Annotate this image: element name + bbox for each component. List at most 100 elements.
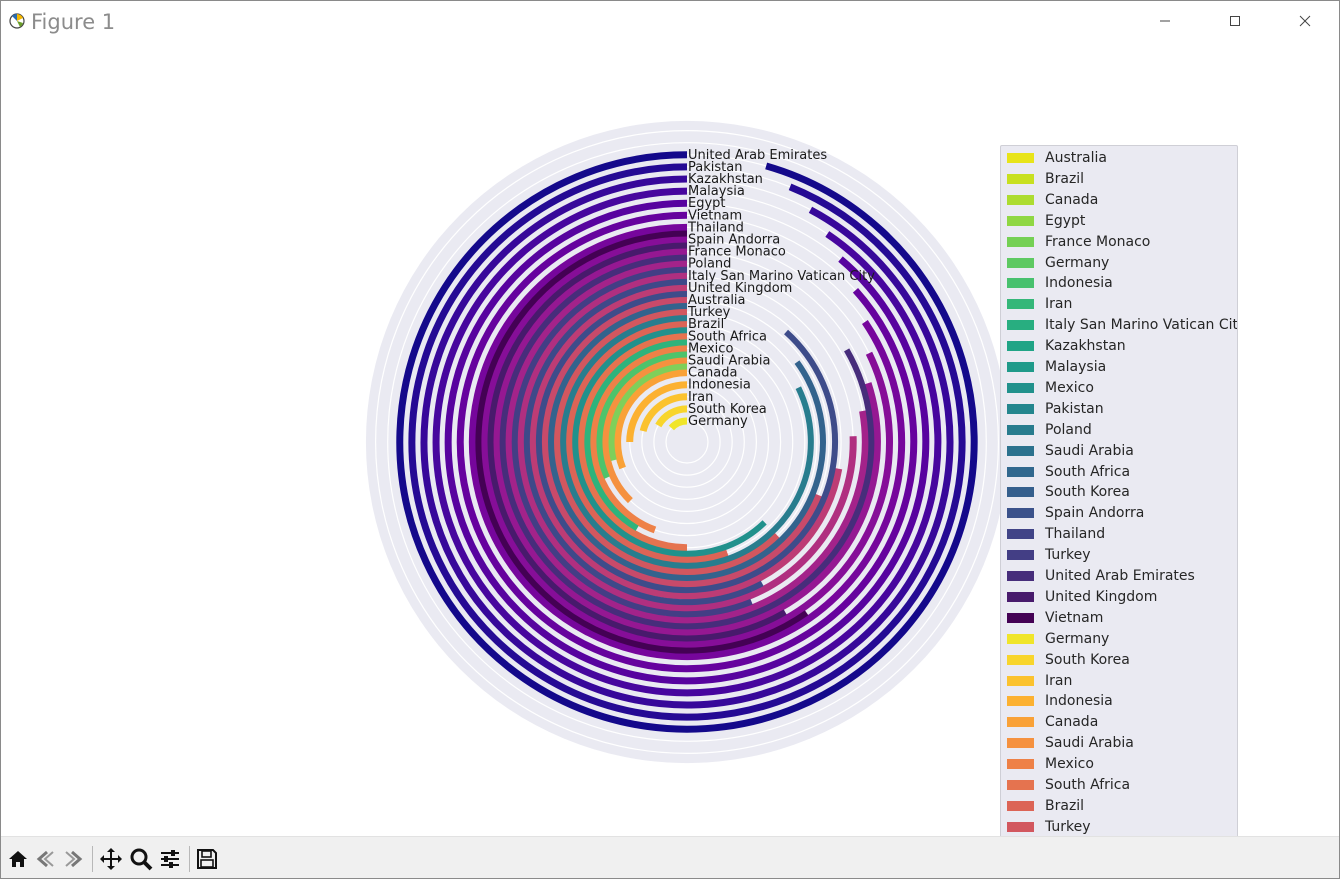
radial-bar <box>614 369 688 470</box>
bar-label: Germany <box>688 414 748 429</box>
legend-swatch <box>1007 341 1034 352</box>
legend-label: Saudi Arabia <box>1045 735 1134 752</box>
matplotlib-icon <box>9 13 25 29</box>
legend-swatch <box>1007 508 1034 519</box>
radial-bar <box>577 332 688 552</box>
radial-bar <box>420 175 954 709</box>
legend-item: Turkey <box>1001 545 1237 565</box>
close-button[interactable] <box>1282 1 1328 41</box>
bar-label: Italy San Marino Vatican City <box>688 269 875 284</box>
forward-button[interactable] <box>60 847 86 871</box>
bar-label: Turkey <box>687 305 731 320</box>
legend-label: Iran <box>1045 672 1073 689</box>
bar-label: South Korea <box>688 402 767 417</box>
legend-label: Malaysia <box>1045 359 1107 375</box>
radial-bar <box>481 236 893 648</box>
legend-item: Pakistan <box>1001 399 1237 419</box>
legend-label: France Monaco <box>1045 233 1151 250</box>
back-button[interactable] <box>33 847 59 871</box>
legend-label: Brazil <box>1045 170 1085 187</box>
radial-bar <box>444 199 930 685</box>
radial-bar-secondary <box>487 242 787 642</box>
legend-item: Spain Andorra <box>1001 503 1237 523</box>
bar-label: Pakistan <box>688 160 742 175</box>
home-icon <box>9 851 27 867</box>
bar-label: Malaysia <box>688 184 745 199</box>
bar-label: United Arab Emirates <box>688 148 827 163</box>
toolbar-separator <box>92 846 93 872</box>
legend-swatch <box>1007 173 1034 184</box>
legend-swatch <box>1007 550 1034 561</box>
legend-item: South Korea <box>1001 650 1237 670</box>
legend-item: Indonesia <box>1001 691 1237 711</box>
legend-label: United Kingdom <box>1045 588 1158 605</box>
legend-item: Poland <box>1001 420 1237 440</box>
maximize-icon <box>1230 16 1240 26</box>
radial-bar-secondary <box>560 315 814 569</box>
legend-item: Germany <box>1001 253 1237 273</box>
legend-item: Vietnam <box>1001 608 1237 628</box>
legend-label: Germany <box>1045 630 1110 647</box>
legend-label: Mexico <box>1045 756 1094 773</box>
radial-bar-secondary <box>548 303 826 581</box>
save-button[interactable] <box>194 847 220 871</box>
legend-swatch <box>1007 696 1034 707</box>
legend-item: Australia <box>1001 148 1237 168</box>
legend-label: Vietnam <box>1045 609 1104 626</box>
legend-swatch <box>1007 612 1034 623</box>
legend-swatch <box>1007 362 1034 372</box>
back-icon <box>36 850 54 868</box>
legend-item: Brazil <box>1001 169 1237 189</box>
legend-item: Iran <box>1001 294 1237 314</box>
legend-item: Canada <box>1001 190 1237 210</box>
home-button[interactable] <box>5 847 31 871</box>
radial-bar-secondary <box>596 351 688 479</box>
bar-label: United Kingdom <box>688 281 792 296</box>
radial-bar <box>565 320 729 564</box>
legend-swatch <box>1007 780 1034 790</box>
legend-swatch <box>1007 257 1034 268</box>
radial-bar <box>541 296 822 588</box>
radial-bar-secondary <box>608 363 688 461</box>
legend-item: Kazakhstan <box>1001 336 1237 356</box>
legend-item: France Monaco <box>1001 232 1237 252</box>
legend-item: South Africa <box>1001 462 1237 482</box>
legend-label: Canada <box>1045 191 1099 208</box>
zoom-button[interactable] <box>128 847 154 871</box>
pan-button[interactable] <box>98 847 124 871</box>
radial-bar-secondary <box>535 290 838 593</box>
legend-swatch <box>1007 800 1034 811</box>
maximize-button[interactable] <box>1212 1 1258 41</box>
legend-swatch <box>1007 738 1034 749</box>
legend-label: Australia <box>1045 150 1107 166</box>
bar-label: France Monaco <box>688 245 786 260</box>
radial-bar <box>432 187 942 697</box>
minimize-button[interactable] <box>1142 1 1188 41</box>
legend-label: Italy San Marino Vatican City <box>1045 317 1238 334</box>
bar-label: Brazil <box>688 317 724 332</box>
bar-label: Canada <box>688 366 737 381</box>
legend-label: South Korea <box>1045 484 1130 501</box>
bar-label: Spain Andorra <box>688 233 780 248</box>
legend-item: Germany <box>1001 629 1237 649</box>
radial-bar <box>456 211 918 673</box>
radial-bar <box>396 151 978 733</box>
title-bar: Figure 1 <box>1 1 1339 45</box>
radial-bar-secondary <box>511 266 753 618</box>
bar-label: Vietnam <box>688 208 742 223</box>
legend-swatch <box>1007 821 1034 832</box>
legend-swatch <box>1007 424 1034 435</box>
radial-bar <box>589 344 688 534</box>
legend-swatch <box>1007 654 1034 665</box>
legend-label: South Korea <box>1045 651 1130 668</box>
legend-label: Canada <box>1045 714 1099 731</box>
legend-swatch <box>1007 487 1034 498</box>
bar-label: South Africa <box>688 329 767 344</box>
legend-item: Thailand <box>1001 524 1237 544</box>
legend-item: United Kingdom <box>1001 587 1237 607</box>
configure-subplots-button[interactable] <box>157 847 183 871</box>
grid-ring <box>387 142 987 742</box>
legend: Australia Brazil Canada Egypt France Monaco G… <box>1000 145 1238 847</box>
